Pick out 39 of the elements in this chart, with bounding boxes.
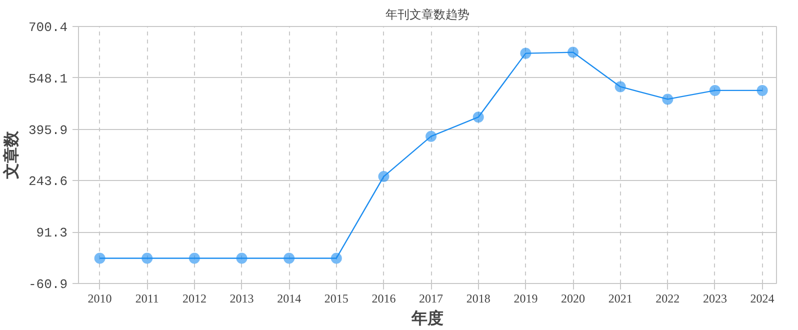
point (188, 252, 200, 264)
x-tick-label: 2015 (324, 292, 348, 306)
x-tick-label: 2023 (702, 292, 727, 306)
x-axis-title: 年度 (410, 308, 444, 328)
point (472, 112, 484, 123)
x-tick-label: 2024 (750, 292, 774, 306)
point (378, 171, 390, 182)
x-tick-label: 2018 (466, 292, 490, 306)
x-tick-label: 2012 (182, 292, 206, 306)
point (426, 130, 437, 142)
y-tick-label: 91.3 (36, 226, 68, 241)
y-tick-label: 548.1 (28, 71, 68, 86)
x-tick-label: 2011 (135, 292, 159, 306)
point (94, 252, 106, 264)
x-tick-label: 2019 (514, 292, 538, 306)
x-tick-label: 2013 (230, 292, 254, 306)
x-tick-label: 2016 (372, 292, 396, 306)
point (520, 48, 532, 59)
x-tick-label: 2017 (419, 292, 444, 306)
x-tick-label: 2010 (88, 292, 112, 306)
point (709, 84, 720, 96)
x-tick-label: 2020 (561, 292, 586, 306)
chart-title: 年刊文章数趋势 (386, 8, 470, 22)
point (236, 252, 248, 264)
y-tick-label: 243.6 (28, 174, 68, 190)
x-tick-label: 2021 (608, 292, 632, 306)
y-tick-label: 700.4 (28, 20, 68, 35)
point (568, 46, 579, 58)
y-axis-title: 文章数 (2, 130, 20, 180)
point (614, 81, 626, 92)
point (142, 252, 153, 264)
x-tick-label: 2022 (656, 292, 680, 306)
point (662, 94, 674, 105)
point (330, 252, 342, 264)
point (756, 84, 768, 96)
y-tick-label: 395.9 (28, 122, 68, 138)
point (284, 252, 295, 264)
y-tick-label: -60.9 (28, 277, 68, 292)
x-tick-label: 2014 (277, 292, 302, 306)
